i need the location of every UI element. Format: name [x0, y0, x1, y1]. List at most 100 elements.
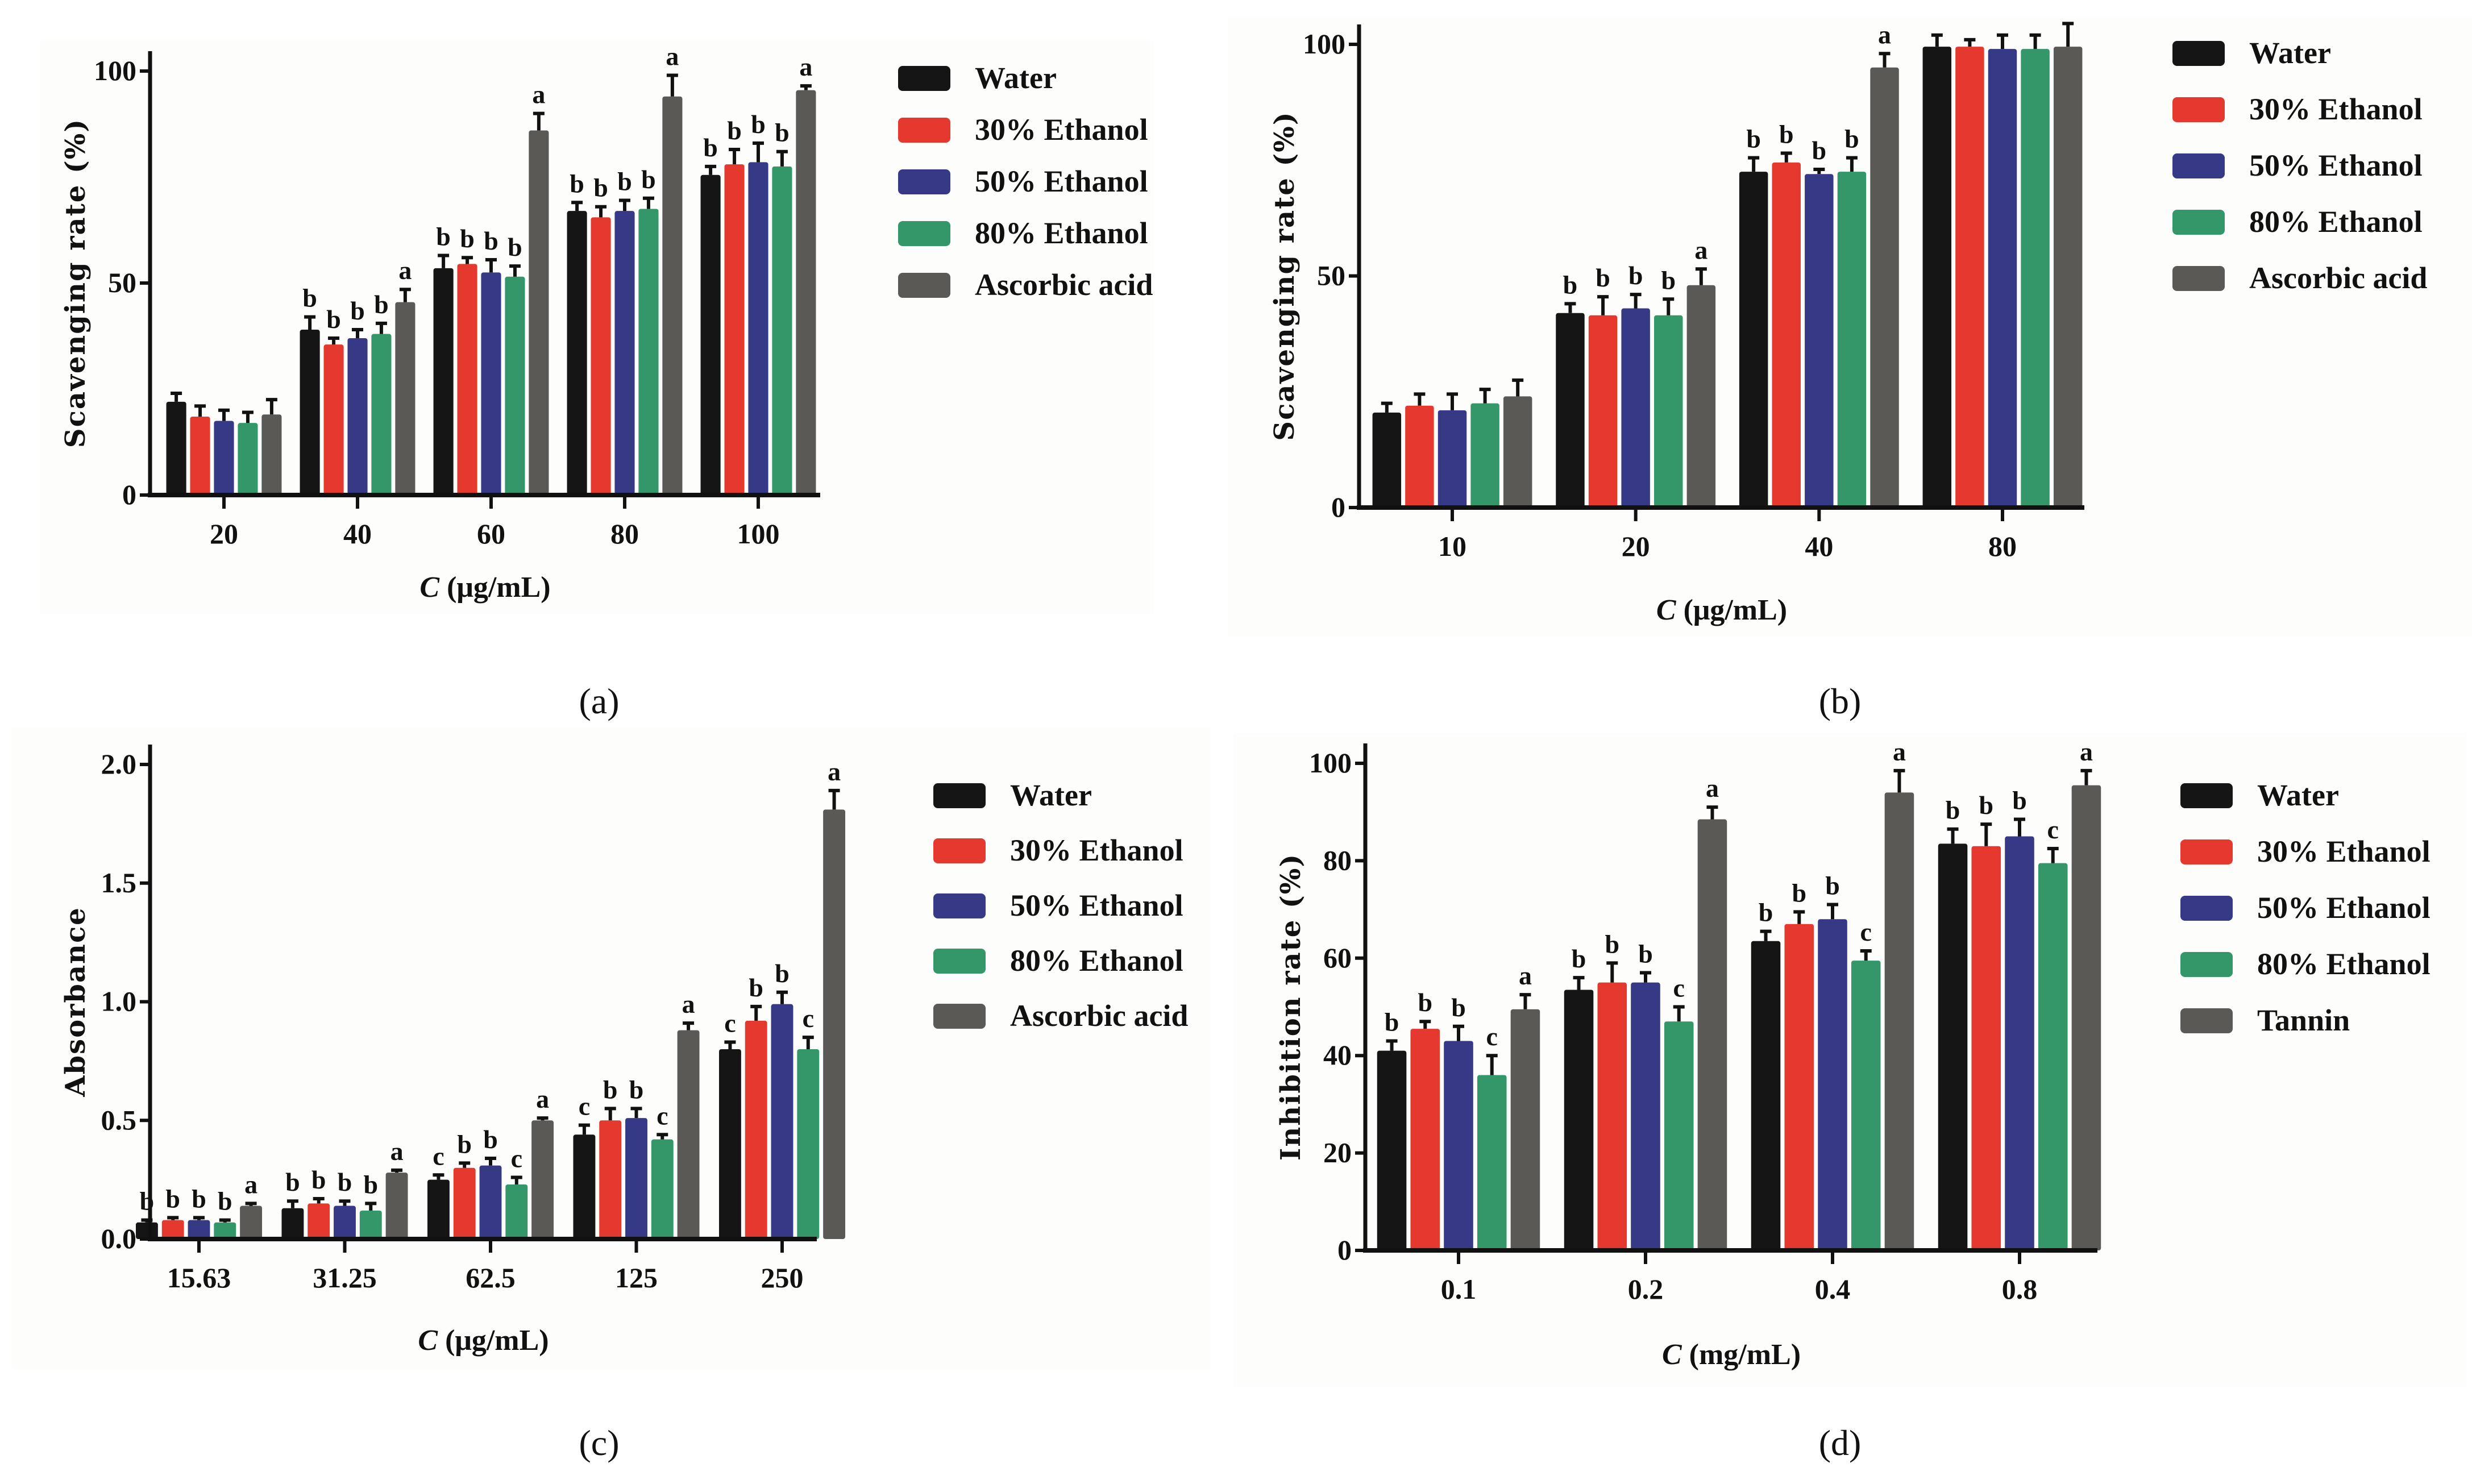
legend-swatch — [933, 949, 986, 974]
significance-letter: b — [1946, 796, 1960, 825]
bar-50-ethanol — [214, 421, 234, 495]
significance-letter: a — [244, 1170, 257, 1199]
x-tick-label: 100 — [737, 518, 780, 550]
legend-swatch — [933, 1004, 986, 1029]
bar-water — [700, 174, 721, 495]
x-axis-title: C (μg/mL) — [419, 571, 550, 604]
bar-30-ethanol — [599, 1120, 622, 1239]
significance-letter: b — [1779, 120, 1794, 149]
bar-ascorbic-acid — [1503, 396, 1532, 508]
significance-letter: b — [1759, 898, 1773, 927]
x-tick-label: 40 — [1805, 530, 1833, 562]
significance-letter: b — [1563, 270, 1578, 299]
legend-swatch — [898, 221, 950, 246]
x-tick-label: 60 — [477, 518, 505, 550]
bar-80-ethanol — [638, 209, 659, 495]
bar-water — [1377, 1050, 1407, 1250]
bar-30-ethanol — [161, 1220, 184, 1239]
legend-swatch — [933, 893, 986, 918]
legend-swatch — [933, 783, 986, 808]
significance-letter: b — [1792, 878, 1806, 907]
y-tick-label: 0.0 — [101, 1223, 137, 1254]
panel-caption: (b) — [1819, 681, 1862, 721]
y-axis-title: Inhibition rate (%) — [1275, 853, 1307, 1161]
significance-letter: a — [1519, 961, 1532, 990]
significance-letter: b — [350, 296, 365, 325]
significance-letter: b — [374, 290, 389, 319]
legend-label: 80% Ethanol — [2249, 205, 2423, 239]
legend-label: 50% Ethanol — [2257, 891, 2431, 925]
bar-tannin — [1697, 819, 1727, 1250]
bar-water — [573, 1134, 596, 1239]
bar-ascorbic-acid — [677, 1030, 700, 1239]
significance-letter: b — [483, 1125, 498, 1154]
bar-80-ethanol — [1851, 961, 1881, 1250]
significance-letter: c — [2047, 815, 2059, 844]
bar-30-ethanol — [190, 416, 210, 495]
significance-letter: c — [1673, 974, 1685, 1003]
y-axis-title: Scavenging rate (%) — [1269, 111, 1301, 440]
legend-swatch — [2180, 1008, 2233, 1033]
bar-water — [166, 401, 186, 495]
significance-letter: b — [570, 169, 584, 198]
y-tick-label: 60 — [1323, 942, 1352, 974]
legend-swatch — [2180, 783, 2233, 808]
bar-80-ethanol — [1837, 172, 1867, 508]
bar-water — [1938, 843, 1968, 1250]
panel-caption: (c) — [579, 1423, 619, 1463]
x-tick-label: 40 — [343, 518, 372, 550]
significance-letter: b — [749, 973, 763, 1002]
bar-80-ethanol — [772, 166, 792, 496]
bar-30-ethanol — [591, 217, 611, 495]
legend-label: Water — [2249, 36, 2331, 70]
significance-letter: b — [192, 1184, 206, 1213]
bar-50-ethanol — [347, 338, 368, 495]
x-tick-label: 125 — [615, 1262, 658, 1294]
legend-label: 80% Ethanol — [975, 216, 1148, 250]
significance-letter: b — [1605, 929, 1619, 958]
bar-50-ethanol — [1621, 308, 1650, 508]
bar-30-ethanol — [1971, 846, 2001, 1250]
bar-30-ethanol — [457, 264, 477, 495]
bar-80-ethanol — [2038, 863, 2068, 1250]
bar-50-ethanol — [1438, 410, 1467, 508]
significance-letter: b — [1596, 263, 1610, 292]
significance-letter: b — [165, 1184, 180, 1213]
bar-80-ethanol — [1654, 315, 1683, 508]
x-tick-label: 250 — [761, 1262, 804, 1294]
bar-ascorbic-acid — [2053, 47, 2083, 508]
bar-ascorbic-acid — [1686, 285, 1716, 508]
x-axis-title: C (μg/mL) — [1656, 594, 1787, 626]
bar-50-ethanol — [1631, 982, 1660, 1250]
significance-letter: b — [457, 1129, 472, 1158]
x-axis-title: C (mg/mL) — [1662, 1338, 1801, 1371]
y-tick-label: 0 — [122, 479, 136, 510]
bar-50-ethanol — [1818, 919, 1847, 1250]
legend-label: Ascorbic acid — [1010, 999, 1188, 1033]
significance-letter: c — [803, 1004, 814, 1033]
bar-50-ethanol — [479, 1165, 502, 1239]
bar-80-ethanol — [651, 1139, 674, 1239]
significance-letter: a — [1694, 235, 1707, 264]
bar-ascorbic-acid — [395, 302, 416, 495]
x-tick-label: 15.63 — [167, 1262, 231, 1294]
significance-letter: a — [398, 256, 412, 285]
bar-30-ethanol — [1410, 1029, 1440, 1250]
legend-swatch — [2172, 210, 2225, 235]
bar-water — [1556, 313, 1585, 508]
significance-letter: c — [657, 1101, 668, 1130]
bar-50-ethanol — [334, 1206, 356, 1239]
legend-label: 80% Ethanol — [2257, 947, 2431, 981]
bar-ascorbic-acid — [261, 414, 282, 495]
legend-swatch — [2180, 896, 2233, 921]
significance-letter: a — [1706, 774, 1719, 803]
bar-water — [1751, 941, 1781, 1250]
bar-water — [718, 1049, 741, 1239]
significance-letter: b — [629, 1075, 644, 1104]
legend-swatch — [2180, 839, 2233, 864]
x-axis-unit: (μg/mL) — [438, 1324, 549, 1357]
legend-label: Water — [2257, 778, 2339, 812]
significance-letter: b — [1812, 136, 1827, 165]
bar-ascorbic-acid — [662, 96, 683, 495]
y-tick-label: 20 — [1323, 1137, 1352, 1169]
